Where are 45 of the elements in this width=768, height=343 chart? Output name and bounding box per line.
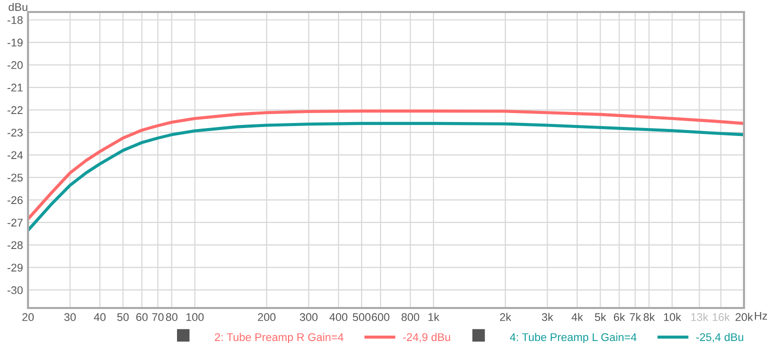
y-tick-label: -24 (8, 151, 23, 159)
x-tick-label: 16k (712, 312, 730, 322)
y-axis-title: dBu (8, 2, 28, 11)
y-tick-label: -29 (8, 264, 23, 272)
x-tick-label: 8k (644, 312, 655, 322)
y-tick-label: -18 (8, 16, 23, 24)
x-tick-label: 2k (500, 312, 512, 321)
x-tick-label: 400 (330, 313, 348, 322)
x-tick-label: 1k (428, 312, 440, 321)
x-tick-label: 30 (64, 313, 76, 322)
x-tick-label: 20k (736, 312, 753, 322)
x-axis-title: Hz (754, 312, 768, 320)
y-tick-label: -21 (8, 84, 23, 92)
y-tick-label: -22 (8, 106, 23, 114)
x-tick-label: 13k (691, 312, 708, 322)
x-tick-label: 40 (94, 313, 106, 322)
x-tick-label: 80 (166, 313, 178, 322)
text: 2: Tube Preamp R Gain=4 (214, 332, 344, 343)
x-tick-label: 4k (572, 312, 584, 321)
x-tick-label: 3k (542, 312, 554, 322)
y-tick-label: -23 (8, 128, 23, 137)
text: 4: Tube Preamp L Gain=4 (510, 332, 637, 343)
x-tick-label: 300 (300, 313, 318, 322)
x-tick-label: 100 (186, 313, 204, 322)
y-tick-label: -28 (8, 241, 23, 250)
x-tick-label: 200 (258, 313, 276, 322)
text: -24,9 dBu (403, 332, 450, 342)
x-tick-label: 10k (664, 312, 682, 322)
x-tick-label: 70 (152, 313, 164, 322)
y-tick-label: -20 (8, 61, 23, 70)
y-tick-label: -30 (8, 286, 23, 294)
x-tick-label: 500 (352, 313, 370, 322)
x-tick-label: 60 (136, 313, 148, 322)
x-tick-label: 600 (372, 313, 390, 322)
y-tick-label: -19 (8, 38, 23, 47)
x-tick-label: 20 (22, 313, 34, 322)
x-tick-label: 6k (614, 312, 626, 322)
x-tick-label: 50 (117, 313, 129, 322)
x-tick-label: 800 (402, 313, 420, 322)
x-tick-label: 7k (630, 312, 642, 321)
y-tick-label: -25 (8, 174, 23, 182)
y-tick-label: -27 (8, 218, 23, 226)
x-tick-label: 5k (594, 312, 606, 322)
y-tick-label: -26 (8, 196, 23, 204)
text: -25,4 dBu (696, 332, 744, 342)
